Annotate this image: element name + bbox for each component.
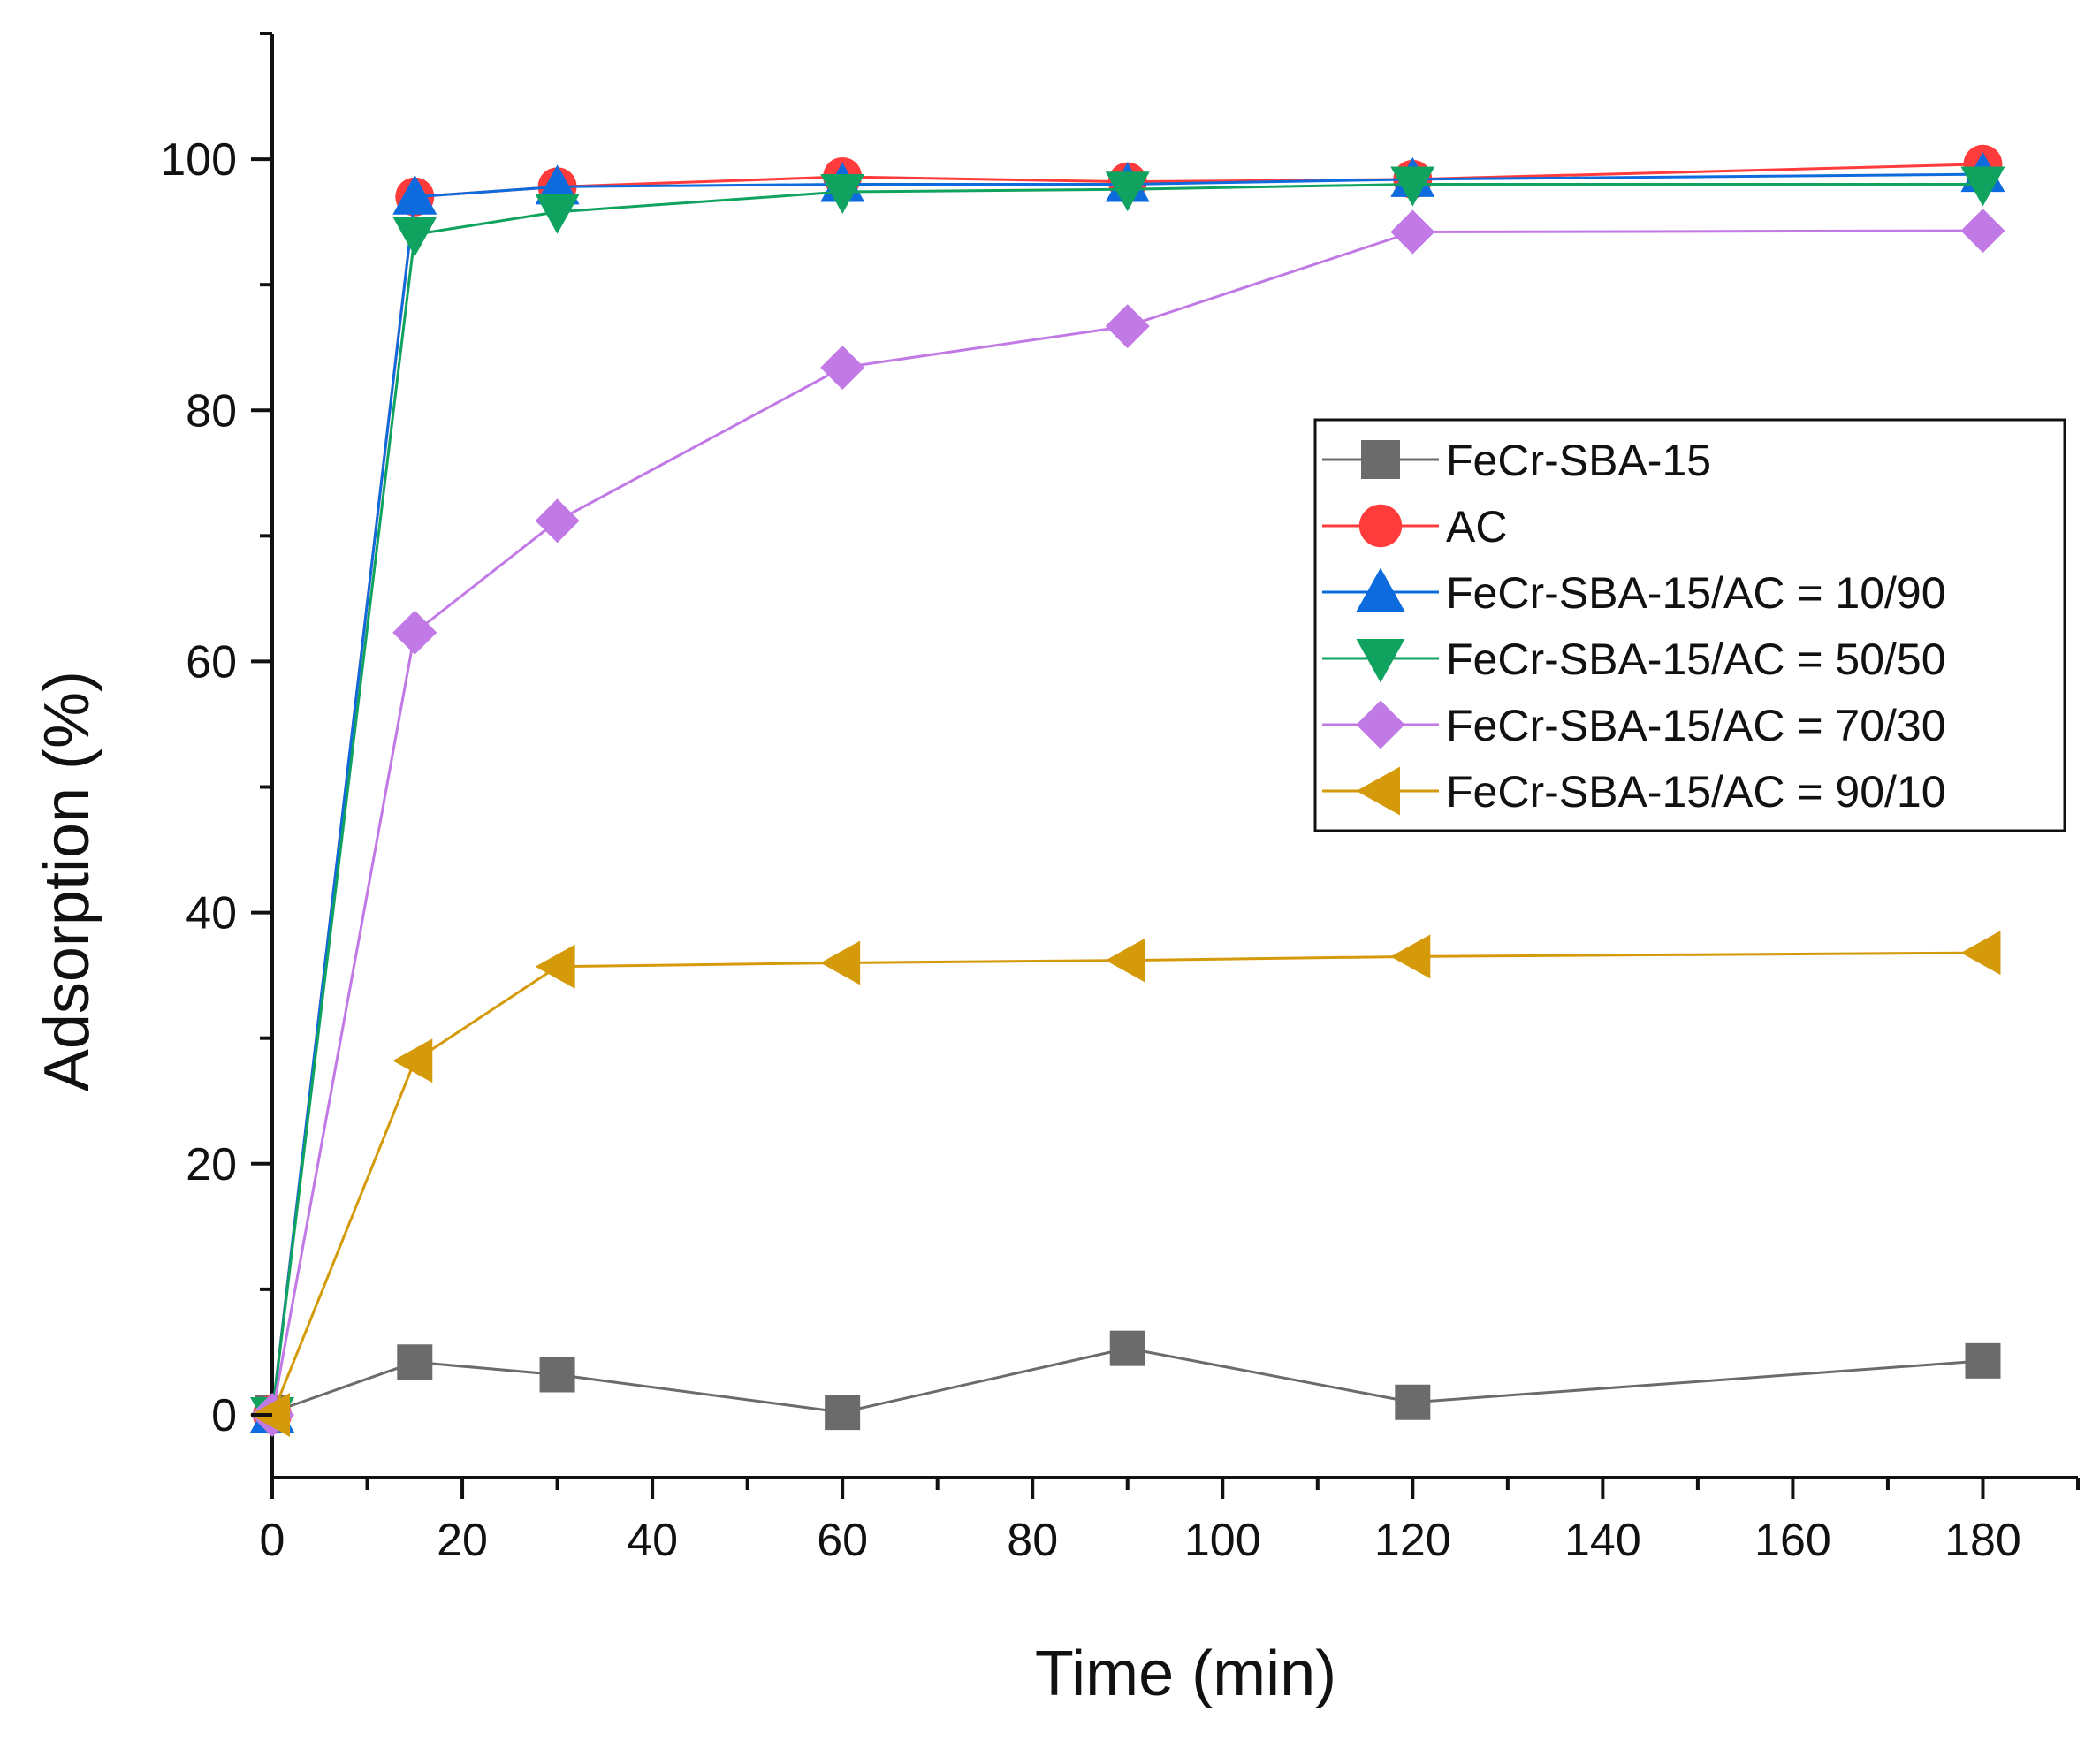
y-tick-label: 40 [186,888,237,939]
data-point [1965,1342,2001,1379]
data-point [397,1344,433,1380]
data-point [392,1038,433,1083]
legend-label: FeCr-SBA-15 [1446,436,1711,485]
data-point [1390,934,1431,979]
legend: FeCr-SBA-15 AC FeCr-SBA-15/AC = 10/90 FeCr-… [1313,418,2066,832]
legend-marker [1361,440,1400,479]
legend-marker [1356,639,1405,683]
legend-box [1313,418,2066,832]
data-point [820,174,865,215]
data-point [1109,1330,1145,1366]
data-point [1960,209,2005,254]
plot-frame [270,34,2078,1479]
data-point [392,217,438,257]
legend-item: FeCr-SBA-15 [1322,436,1711,485]
legend-marker [1358,504,1403,548]
series-5 [250,209,2005,1437]
series-1 [255,1330,2001,1431]
x-tick-label: 100 [1184,1515,1261,1566]
data-point [1105,171,1150,212]
data-point [1390,209,1435,255]
x-axis-title: Time (min) [1035,1638,1336,1709]
y-tick-label: 80 [186,385,237,437]
x-tick-label: 120 [1374,1515,1451,1566]
y-tick-label: 0 [211,1390,237,1441]
data-point [535,498,580,544]
legend-item: FeCr-SBA-15/AC = 90/10 [1322,766,1946,817]
data-point [820,345,865,390]
x-tick-label: 80 [1007,1515,1058,1566]
series-layer [250,144,2005,1437]
data-point [1395,1384,1431,1420]
x-tick-label: 20 [437,1515,488,1566]
legend-item: FeCr-SBA-15/AC = 10/90 [1322,567,1946,618]
x-axis: 0 20 40 60 80 100 120 140 160 180 [260,1478,2080,1566]
data-point [535,194,580,234]
legend-marker [1356,567,1405,612]
data-point [1105,304,1150,349]
x-tick-label: 60 [817,1515,868,1566]
y-tick-label: 100 [160,134,237,186]
data-point [535,944,575,989]
legend-item: AC [1322,502,1507,551]
data-point [820,940,861,985]
legend-label: FeCr-SBA-15/AC = 10/90 [1446,568,1946,618]
x-tick-label: 40 [627,1515,678,1566]
x-tick-label: 180 [1944,1515,2021,1566]
legend-item: FeCr-SBA-15/AC = 50/50 [1322,635,1946,684]
data-point [825,1395,861,1431]
y-axis-title: Adsorption (%) [32,671,103,1091]
y-axis: 0 20 40 60 80 100 [160,32,272,1441]
data-point [539,1357,575,1393]
data-point [392,610,438,655]
x-tick-label: 0 [260,1515,285,1566]
legend-label: FeCr-SBA-15/AC = 90/10 [1446,767,1946,817]
legend-marker [1356,766,1400,816]
data-point [1960,931,2001,976]
legend-item: FeCr-SBA-15/AC = 70/30 [1322,700,1946,750]
series-6 [250,931,2001,1437]
legend-marker [1356,700,1405,749]
data-point [392,174,438,215]
data-point [1105,938,1145,983]
legend-label: AC [1446,502,1507,551]
legend-label: FeCr-SBA-15/AC = 70/30 [1446,701,1946,750]
data-point [1960,166,2005,207]
legend-label: FeCr-SBA-15/AC = 50/50 [1446,635,1946,684]
x-tick-label: 160 [1754,1515,1831,1566]
y-tick-label: 60 [186,636,237,688]
x-tick-label: 140 [1564,1515,1641,1566]
data-point [1390,166,1435,207]
y-tick-label: 20 [186,1139,237,1190]
